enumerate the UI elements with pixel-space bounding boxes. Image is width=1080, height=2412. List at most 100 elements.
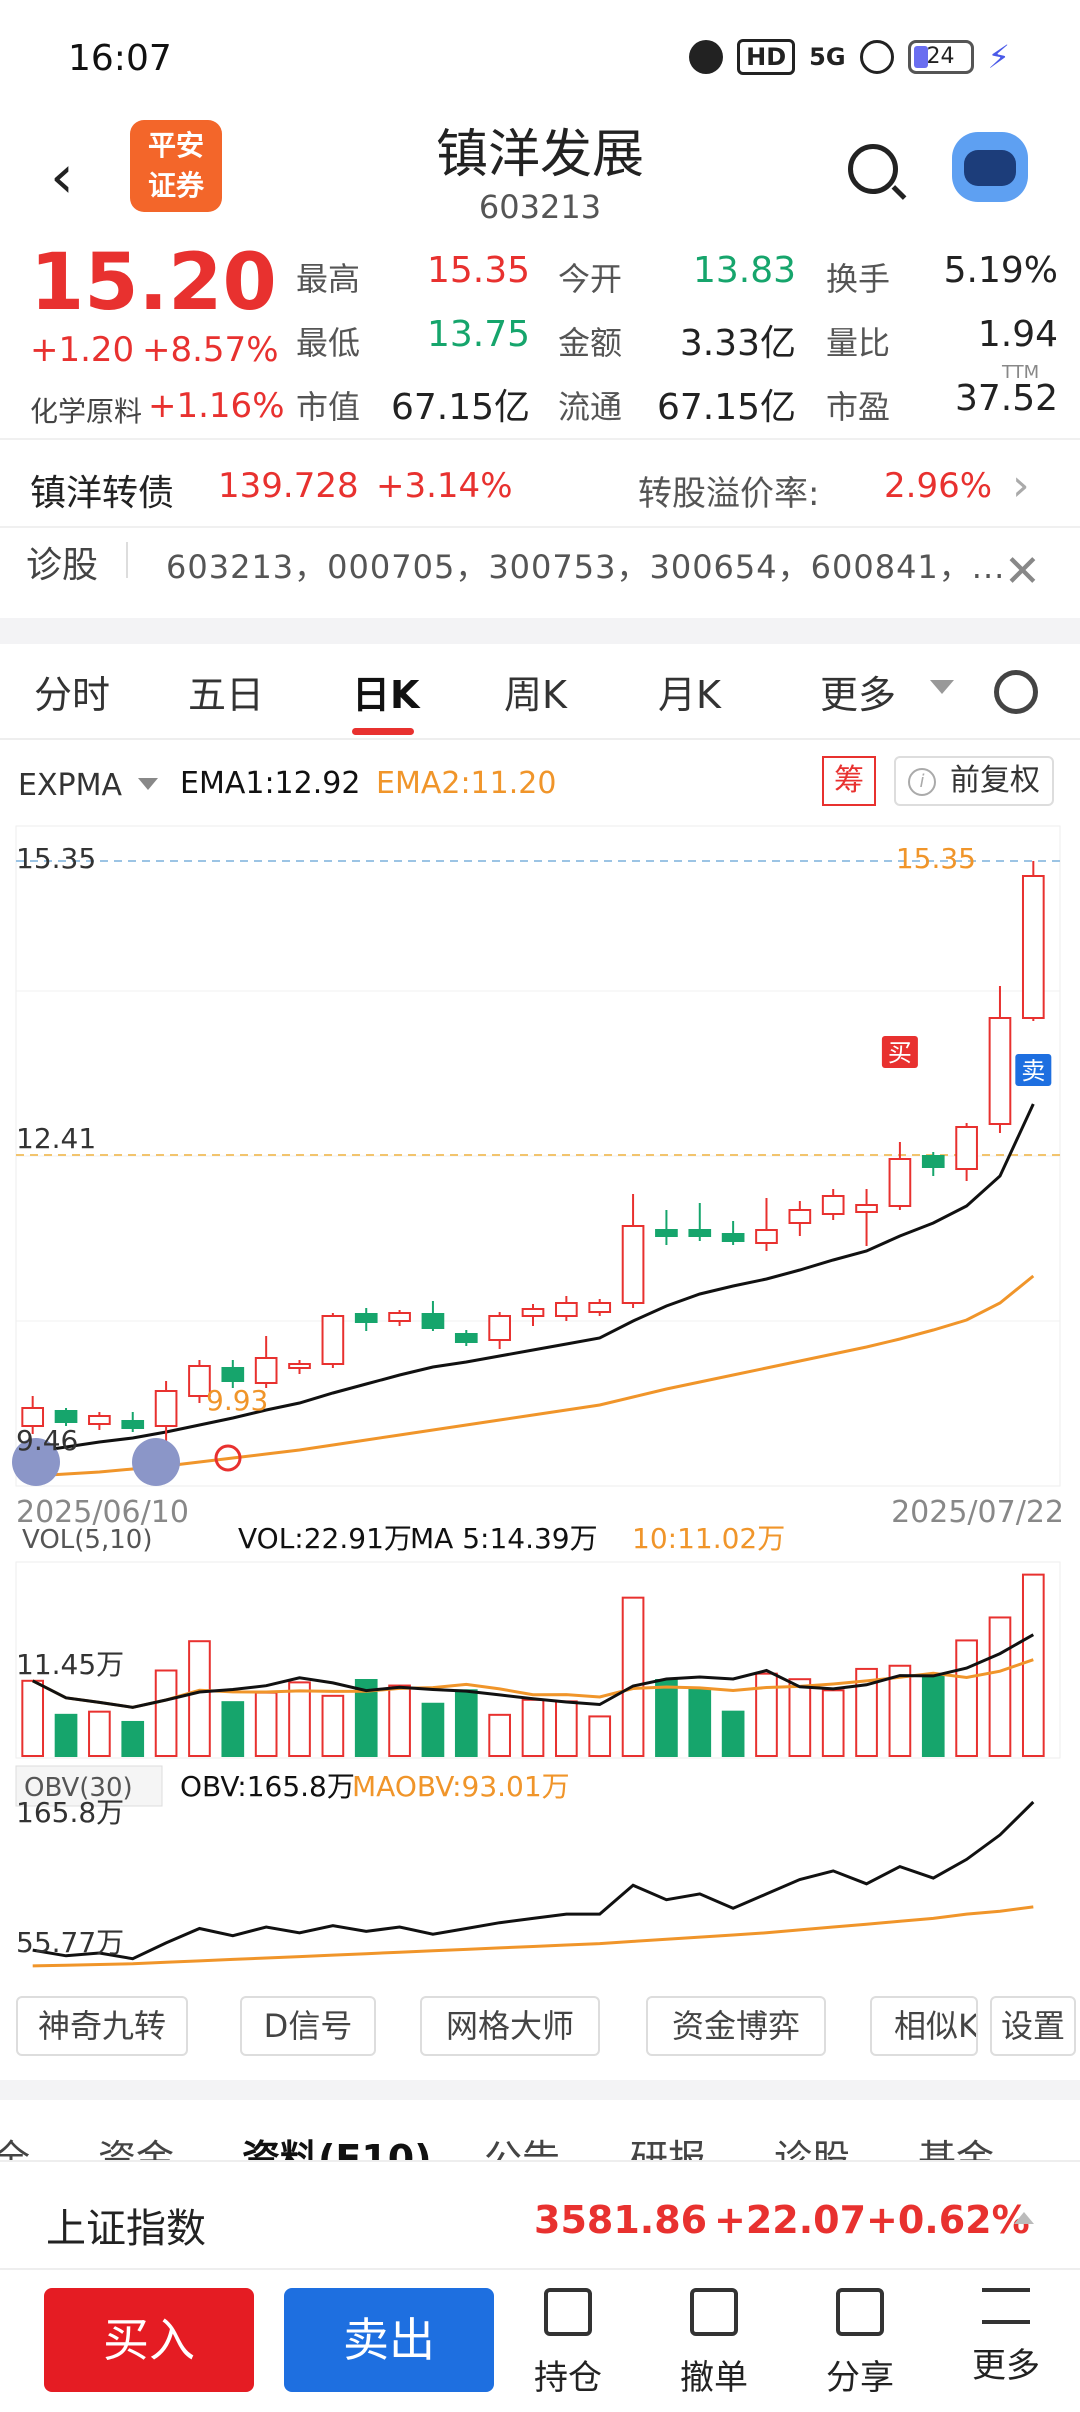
- sell-button[interactable]: 卖出: [284, 2288, 494, 2392]
- volume-bar: [54, 1713, 78, 1757]
- tab-intraday[interactable]: 分时: [34, 673, 111, 717]
- cancel-order-button[interactable]: 撤单: [664, 2288, 764, 2398]
- status-time: 16:07: [68, 38, 172, 79]
- buy-button[interactable]: 买入: [44, 2288, 254, 2392]
- tool-magic-nine[interactable]: 神奇九转: [16, 1996, 188, 2056]
- chip-distribution-button[interactable]: 筹: [822, 756, 876, 806]
- high-marker-label: 15.35: [896, 842, 976, 875]
- price-change-pct: +8.57%: [142, 330, 279, 370]
- adjust-button[interactable]: i 前复权: [894, 756, 1054, 806]
- chevron-down-icon[interactable]: [138, 778, 158, 790]
- volume-bar: [721, 1710, 745, 1758]
- tab-daily-k[interactable]: 日K: [352, 673, 420, 717]
- section-divider: [0, 2080, 1080, 2100]
- chevron-right-icon[interactable]: ›: [1012, 460, 1030, 511]
- volume-bar: [454, 1689, 478, 1758]
- candle-body: [988, 1017, 1012, 1125]
- stat-label: 量比: [826, 324, 891, 362]
- volume-bar: [855, 1667, 878, 1758]
- volume-bar: [488, 1713, 511, 1757]
- obv-line: [32, 1800, 1035, 1961]
- obv-axis-bottom: 55.77万: [16, 1926, 124, 1959]
- tool-similar-k[interactable]: 相似K: [870, 1996, 978, 2056]
- info-tab-fund[interactable]: 基金: [918, 2137, 995, 2160]
- chart-canvas[interactable]: 15.35 15.35 12.41 9.46 9.93 2025/06/10 2025/07…: [0, 816, 1080, 1976]
- holdings-button[interactable]: 持仓: [518, 2288, 618, 2398]
- tool-settings[interactable]: 设置: [990, 1996, 1076, 2056]
- stat-value: 3.33亿: [679, 323, 796, 364]
- index-change: +22.07: [714, 2198, 867, 2242]
- sector-name[interactable]: 化学原料: [30, 395, 143, 428]
- diagnosis-row[interactable]: 诊股 603213，000705，300753，300654，600841，..…: [0, 528, 1080, 618]
- charging-icon: ⚡: [987, 38, 1010, 76]
- stat-label: 最高: [296, 260, 361, 298]
- buy-marker: [881, 1036, 918, 1068]
- stat-label: 最低: [296, 324, 361, 362]
- info-tab-all[interactable]: 全: [0, 2137, 31, 2160]
- tool-grid-master[interactable]: 网格大师: [420, 1996, 600, 2056]
- volume-bar: [388, 1684, 411, 1758]
- price-axis-high: 15.35: [16, 842, 96, 875]
- star-icon: [214, 1444, 242, 1472]
- kline-chart[interactable]: 15.35 15.35 12.41 9.46 9.93 2025/06/10 2025/07…: [0, 816, 1080, 1976]
- stat-value: 5.19%: [943, 250, 1058, 291]
- stat-value: 67.15亿: [656, 387, 796, 428]
- share-button[interactable]: 分享: [810, 2288, 910, 2398]
- volume-bar: [421, 1702, 445, 1757]
- candle-body: [54, 1410, 78, 1423]
- info-tab-funds[interactable]: 资金: [98, 2137, 175, 2160]
- volume-bar: [588, 1715, 612, 1758]
- index-pct: +0.62%: [866, 2198, 1030, 2242]
- tool-d-signal[interactable]: D信号: [240, 1996, 376, 2056]
- candle-body: [388, 1312, 411, 1322]
- volume-bar: [955, 1639, 978, 1758]
- premium-label: 转股溢价率:: [638, 474, 820, 514]
- tab-monthly-k[interactable]: 月K: [658, 673, 721, 717]
- signal-icon: 5G: [809, 43, 846, 71]
- close-icon[interactable]: ✕: [1004, 546, 1041, 597]
- price-axis-mid: 12.41: [16, 1122, 96, 1155]
- stat-label: 市盈: [826, 388, 891, 426]
- tab-weekly-k[interactable]: 周K: [504, 673, 567, 717]
- info-tab-diagnosis[interactable]: 诊股: [774, 2137, 851, 2160]
- candle-body: [888, 1158, 912, 1207]
- indicator-row: EXPMA EMA1:12.92 EMA2:11.20 筹 i 前复权: [0, 756, 1080, 816]
- diagnosis-label: 诊股: [26, 545, 99, 586]
- indicator-name[interactable]: EXPMA: [18, 768, 123, 803]
- convertible-bond-row[interactable]: 镇洋转债 139.728 +3.14% 转股溢价率: 2.96% ›: [0, 438, 1080, 528]
- volume-bar: [188, 1640, 211, 1757]
- candle-body: [555, 1302, 578, 1317]
- candle-body: [354, 1313, 378, 1323]
- info-tab-notice[interactable]: 公告: [484, 2137, 561, 2160]
- market-index-bar[interactable]: 上证指数 3581.86 +22.07 +0.62%: [0, 2160, 1080, 2270]
- candle-body: [254, 1357, 278, 1384]
- candle-body: [521, 1308, 545, 1317]
- vol-ma5: MA 5:14.39万: [410, 1522, 598, 1555]
- more-button[interactable]: 更多: [956, 2288, 1056, 2398]
- status-bar: 16:07 HD 5G 24 ⚡: [0, 0, 1080, 120]
- bond-pct: +3.14%: [376, 466, 513, 506]
- chevron-down-icon[interactable]: [930, 680, 954, 694]
- vol-ma5-line: [32, 1633, 1035, 1709]
- gear-icon[interactable]: [994, 670, 1038, 714]
- tab-five-day[interactable]: 五日: [188, 673, 265, 717]
- section-divider: [0, 618, 1080, 644]
- tool-fund-game[interactable]: 资金博弈: [646, 1996, 826, 2056]
- tab-more[interactable]: 更多: [820, 673, 897, 717]
- broker-logo[interactable]: 平安 证券: [130, 120, 222, 212]
- back-arrow-icon[interactable]: ‹: [50, 142, 74, 212]
- candle-body: [321, 1315, 345, 1365]
- ema2-line: [32, 1274, 1035, 1478]
- candle-body: [154, 1390, 178, 1427]
- ai-assistant-icon[interactable]: [952, 132, 1028, 202]
- tool-buttons: 神奇九转 D信号 网格大师 资金博弈 相似K 设置: [0, 1996, 1080, 2076]
- expand-up-icon[interactable]: [1014, 2212, 1034, 2224]
- vol-axis-label: 11.45万: [16, 1648, 124, 1681]
- info-tab-research[interactable]: 研报: [630, 2137, 707, 2160]
- sector-pct[interactable]: +1.16%: [148, 386, 285, 426]
- search-icon[interactable]: [848, 144, 898, 194]
- candle-body: [1021, 875, 1045, 1019]
- info-tab-f10[interactable]: 资料(F10): [242, 2137, 432, 2160]
- price-axis-low: 9.46: [16, 1424, 78, 1457]
- sell-marker: [1015, 1054, 1052, 1086]
